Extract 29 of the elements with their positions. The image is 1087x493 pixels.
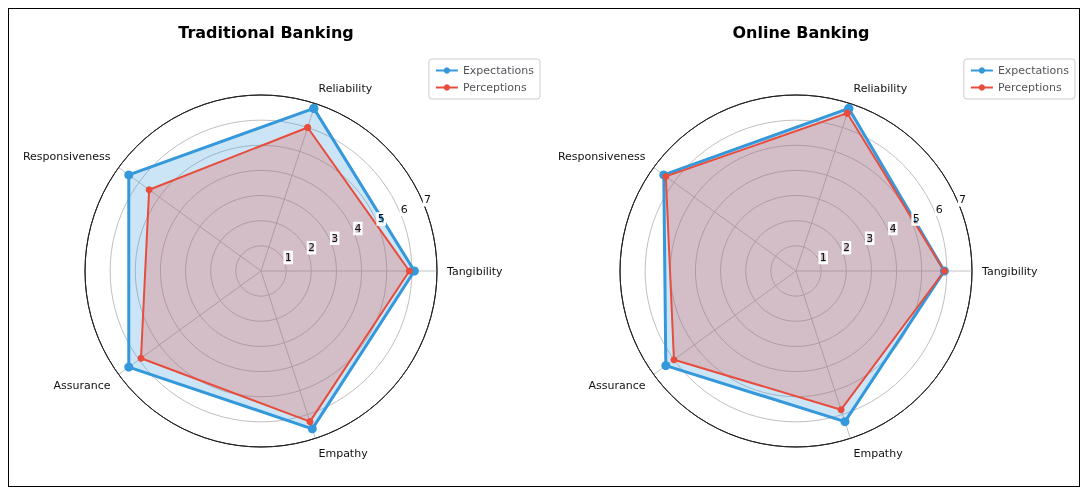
y-tick-label: 3 — [331, 231, 339, 245]
spoke-label: Assurance — [53, 379, 111, 393]
chart-title: Traditional Banking — [178, 22, 354, 42]
spoke-label: Reliability — [853, 82, 908, 96]
spoke-label: Empathy — [318, 446, 369, 460]
y-tick-label: 1 — [819, 250, 827, 264]
legend-label: Perceptions — [997, 81, 1063, 94]
y-tick-label: 2 — [842, 241, 850, 255]
y-tick-label: 5 — [912, 212, 920, 226]
spoke-label: Tangibility — [446, 264, 504, 278]
y-tick-label: 4 — [889, 222, 897, 236]
legend-label: Expectations — [462, 64, 535, 77]
spoke-label: Assurance — [588, 379, 646, 393]
y-tick-label: 4 — [354, 222, 362, 236]
y-tick-label: 6 — [935, 202, 943, 216]
y-tick-label: 2 — [307, 241, 315, 255]
y-tick-label: 7 — [424, 193, 432, 207]
spoke-label: Responsiveness — [557, 149, 646, 163]
y-tick-label: 6 — [400, 202, 408, 216]
spoke-label: Empathy — [853, 446, 904, 460]
chart-title: Online Banking — [732, 22, 870, 42]
y-tick-label: 7 — [959, 193, 967, 207]
y-tick-label: 3 — [866, 231, 874, 245]
y-tick-label: 1 — [284, 250, 292, 264]
legend-label: Expectations — [997, 64, 1070, 77]
legend-label: Perceptions — [462, 81, 528, 94]
spoke-label: Tangibility — [981, 264, 1039, 278]
spoke-label: Reliability — [318, 82, 373, 96]
spoke-label: Responsiveness — [22, 149, 111, 163]
